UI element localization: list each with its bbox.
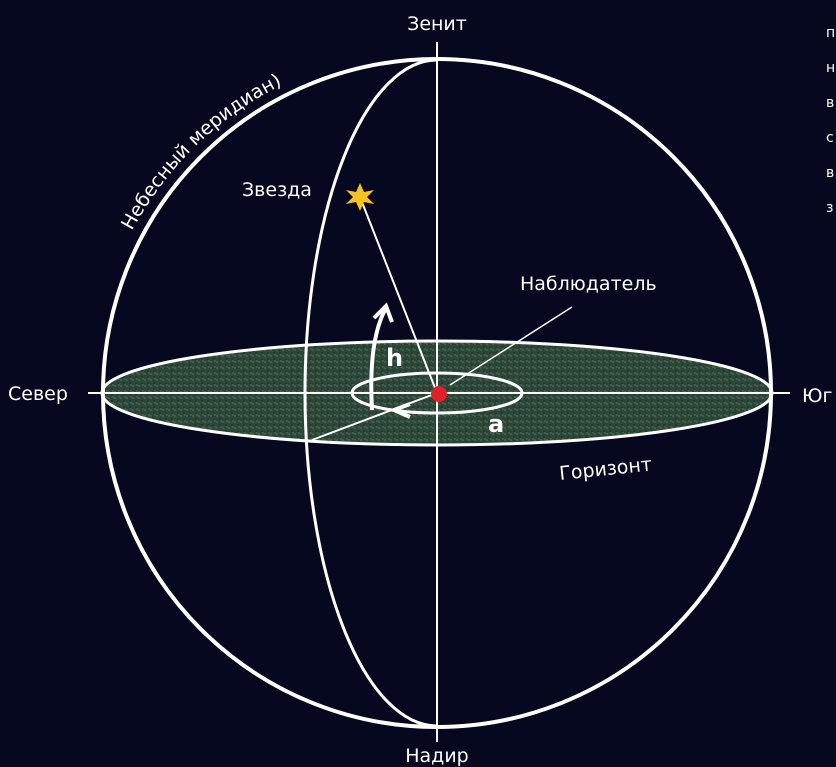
nadir-label: Надир bbox=[405, 745, 468, 767]
star-label: Звезда bbox=[242, 179, 312, 201]
altitude-label: h bbox=[386, 344, 403, 372]
observer bbox=[431, 386, 447, 402]
azimuth-label: a bbox=[488, 410, 504, 438]
zenith-label: Зенит bbox=[407, 13, 467, 35]
side-text-fragment: в bbox=[826, 95, 834, 111]
side-text-fragment: в bbox=[826, 165, 834, 181]
celestial-sphere: Зенит Небесный меридиан) Звезда Наблюдат… bbox=[0, 0, 836, 767]
observer-label: Наблюдатель bbox=[520, 273, 657, 295]
side-text-fragment: з bbox=[826, 200, 833, 216]
side-text-fragment: п bbox=[826, 25, 835, 41]
south-label: Юг bbox=[802, 385, 833, 407]
north-label: Север bbox=[8, 383, 68, 405]
side-text-fragment: н bbox=[826, 60, 835, 76]
side-text-fragment: с bbox=[826, 130, 834, 146]
